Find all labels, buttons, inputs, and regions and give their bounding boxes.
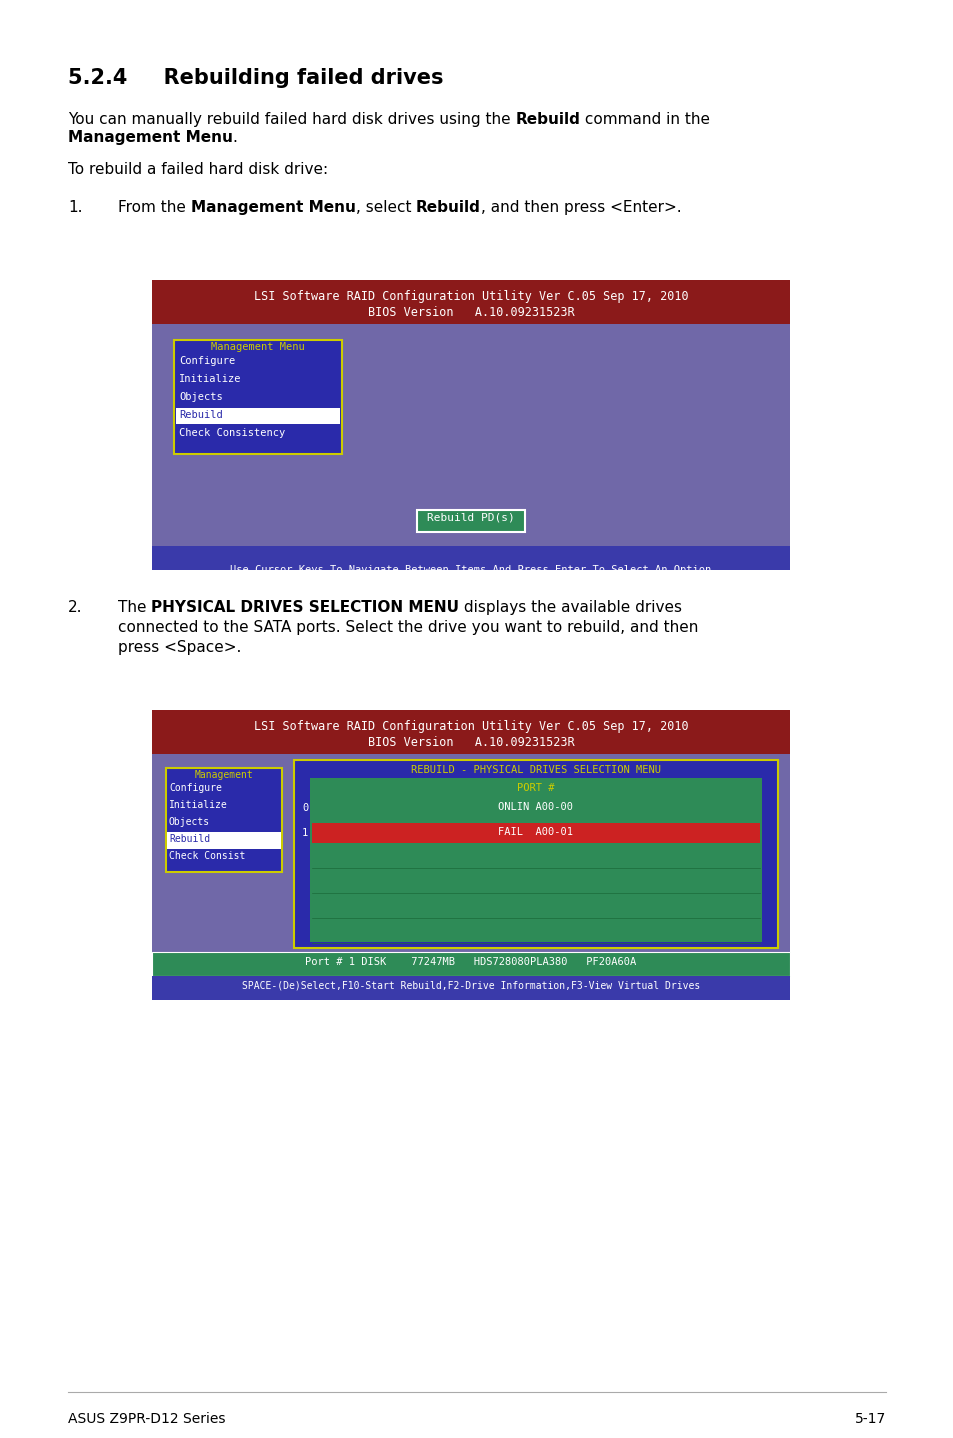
Text: Rebuild: Rebuild <box>169 834 210 844</box>
Text: Initialize: Initialize <box>179 374 241 384</box>
Text: PORT #: PORT # <box>517 784 554 792</box>
Bar <box>152 952 789 976</box>
Bar <box>175 408 339 424</box>
Bar <box>312 823 760 843</box>
Text: To rebuild a failed hard disk drive:: To rebuild a failed hard disk drive: <box>68 162 328 177</box>
Text: Management Menu: Management Menu <box>68 129 233 145</box>
Text: , and then press <Enter>.: , and then press <Enter>. <box>480 200 680 216</box>
Text: 1.: 1. <box>68 200 82 216</box>
Text: Rebuild PD(s): Rebuild PD(s) <box>427 513 515 523</box>
Text: Management Menu: Management Menu <box>191 200 355 216</box>
Bar <box>152 710 789 754</box>
Text: Objects: Objects <box>169 817 210 827</box>
Text: Rebuild: Rebuild <box>515 112 579 127</box>
Bar <box>152 324 789 546</box>
Text: From the: From the <box>118 200 191 216</box>
Bar <box>152 976 789 999</box>
Text: Check Consist: Check Consist <box>169 851 245 861</box>
Text: Initialize: Initialize <box>169 800 228 810</box>
Bar <box>152 280 789 324</box>
Bar <box>152 546 789 569</box>
Bar <box>310 778 761 942</box>
Text: displays the available drives: displays the available drives <box>459 600 681 615</box>
Text: Use Cursor Keys To Navigate Between Items And Press Enter To Select An Option: Use Cursor Keys To Navigate Between Item… <box>230 565 711 575</box>
Bar <box>152 754 789 952</box>
Text: PHYSICAL DRIVES SELECTION MENU: PHYSICAL DRIVES SELECTION MENU <box>152 600 459 615</box>
Text: Rebuild: Rebuild <box>179 410 222 420</box>
Text: REBUILD - PHYSICAL DRIVES SELECTION MENU: REBUILD - PHYSICAL DRIVES SELECTION MENU <box>411 765 660 775</box>
Text: Management Menu: Management Menu <box>211 342 305 352</box>
Text: , select: , select <box>355 200 416 216</box>
Text: Check Consistency: Check Consistency <box>179 429 285 439</box>
Text: 5.2.4     Rebuilding failed drives: 5.2.4 Rebuilding failed drives <box>68 68 443 88</box>
Text: You can manually rebuild failed hard disk drives using the: You can manually rebuild failed hard dis… <box>68 112 515 127</box>
Text: Objects: Objects <box>179 393 222 403</box>
Bar <box>167 833 281 848</box>
Bar <box>173 339 341 454</box>
Text: Configure: Configure <box>179 357 235 367</box>
Text: The: The <box>118 600 152 615</box>
Text: BIOS Version   A.10.09231523R: BIOS Version A.10.09231523R <box>367 306 574 319</box>
Bar <box>294 761 778 948</box>
Text: 5-17: 5-17 <box>854 1412 885 1426</box>
Text: SPACE-(De)Select,F10-Start Rebuild,F2-Drive Information,F3-View Virtual Drives: SPACE-(De)Select,F10-Start Rebuild,F2-Dr… <box>242 981 700 991</box>
Text: Management: Management <box>194 769 253 779</box>
Text: LSI Software RAID Configuration Utility Ver C.05 Sep 17, 2010: LSI Software RAID Configuration Utility … <box>253 720 688 733</box>
Text: .: . <box>233 129 237 145</box>
Text: ASUS Z9PR-D12 Series: ASUS Z9PR-D12 Series <box>68 1412 225 1426</box>
Text: BIOS Version   A.10.09231523R: BIOS Version A.10.09231523R <box>367 736 574 749</box>
Text: 1: 1 <box>302 828 308 838</box>
Text: 0: 0 <box>302 802 308 812</box>
Text: Rebuild: Rebuild <box>416 200 480 216</box>
Text: Configure: Configure <box>169 784 222 792</box>
Text: LSI Software RAID Configuration Utility Ver C.05 Sep 17, 2010: LSI Software RAID Configuration Utility … <box>253 290 688 303</box>
Text: FAIL  A00-01: FAIL A00-01 <box>498 827 573 837</box>
Text: ONLIN A00-00: ONLIN A00-00 <box>498 802 573 812</box>
Text: Port # 1 DISK    77247MB   HDS728080PLA380   PF20A60A: Port # 1 DISK 77247MB HDS728080PLA380 PF… <box>305 958 636 966</box>
Text: press <Space>.: press <Space>. <box>118 640 241 654</box>
Text: connected to the SATA ports. Select the drive you want to rebuild, and then: connected to the SATA ports. Select the … <box>118 620 698 636</box>
Text: command in the: command in the <box>579 112 710 127</box>
Text: 2.: 2. <box>68 600 82 615</box>
Bar <box>166 768 282 871</box>
Bar <box>416 510 524 532</box>
